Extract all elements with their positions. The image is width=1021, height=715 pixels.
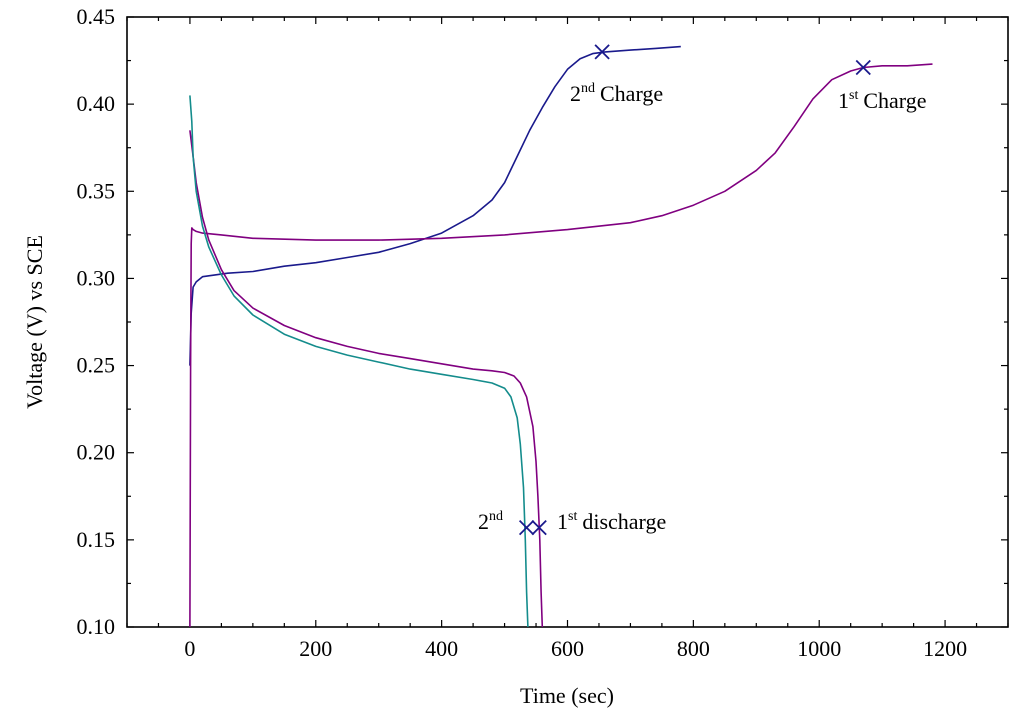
x-marker-3 bbox=[518, 520, 535, 536]
annotations: 2nd Charge 1st Charge 2nd 1st discharge bbox=[478, 81, 926, 534]
x-marker-2 bbox=[855, 59, 871, 76]
series-line-3 bbox=[189, 130, 544, 628]
x-marker-stroke bbox=[855, 59, 871, 76]
annotation-first-charge-sup: st bbox=[849, 88, 858, 103]
x-marker-stroke bbox=[594, 44, 610, 60]
series-line-2 bbox=[189, 63, 933, 628]
x-tick-label: 0 bbox=[184, 636, 195, 661]
x-tick-label: 1200 bbox=[923, 636, 967, 661]
annotation-second-charge-sup: nd bbox=[581, 81, 595, 96]
y-tick-label: 0.15 bbox=[77, 527, 116, 552]
x-tick-label: 1000 bbox=[797, 636, 841, 661]
y-tick-label: 0.45 bbox=[77, 4, 116, 29]
y-tick-label: 0.20 bbox=[77, 440, 116, 465]
annotation-second-discharge-num: 2 bbox=[478, 509, 489, 534]
annotation-second-charge: 2nd Charge bbox=[570, 81, 663, 106]
annotation-second-discharge: 2nd bbox=[478, 509, 503, 534]
y-tick-label: 0.40 bbox=[77, 91, 116, 116]
series-line-1 bbox=[189, 45, 681, 366]
y-tick-label: 0.35 bbox=[77, 178, 116, 203]
y-tick-label: 0.25 bbox=[77, 353, 116, 378]
annotation-first-discharge-num: 1 bbox=[557, 509, 568, 534]
annotation-second-charge-num: 2 bbox=[570, 81, 581, 106]
x-tick-label: 400 bbox=[425, 636, 458, 661]
x-axis-title: Time (sec) bbox=[520, 683, 614, 708]
series-group bbox=[189, 45, 933, 628]
annotation-second-discharge-sup: nd bbox=[489, 509, 503, 524]
axis-ticks bbox=[126, 16, 1009, 628]
x-marker-1 bbox=[594, 44, 610, 60]
x-tick-label: 800 bbox=[677, 636, 710, 661]
annotation-first-discharge-sup: st bbox=[568, 509, 577, 524]
y-axis-title: Voltage (V) vs SCE bbox=[22, 235, 47, 409]
annotation-first-charge-num: 1 bbox=[838, 88, 849, 113]
tick-labels: 0 200 400 600 800 1000 1200 0.10 0.15 0.20 0.25 0.3… bbox=[77, 4, 968, 661]
x-tick-label: 200 bbox=[299, 636, 332, 661]
x-marker-4 bbox=[531, 520, 547, 536]
y-tick-label: 0.30 bbox=[77, 265, 116, 290]
x-marker-stroke bbox=[518, 520, 535, 536]
y-tick-label: 0.10 bbox=[77, 614, 116, 639]
annotation-first-charge: 1st Charge bbox=[838, 88, 926, 113]
annotation-first-discharge-text: discharge bbox=[582, 509, 666, 534]
annotation-first-discharge: 1st discharge bbox=[557, 509, 666, 534]
series-line-4 bbox=[189, 95, 529, 628]
annotation-second-charge-text: Charge bbox=[600, 81, 663, 106]
x-marker-stroke bbox=[531, 520, 547, 536]
x-tick-label: 600 bbox=[551, 636, 584, 661]
markers-group bbox=[518, 44, 871, 536]
annotation-first-charge-text: Charge bbox=[863, 88, 926, 113]
